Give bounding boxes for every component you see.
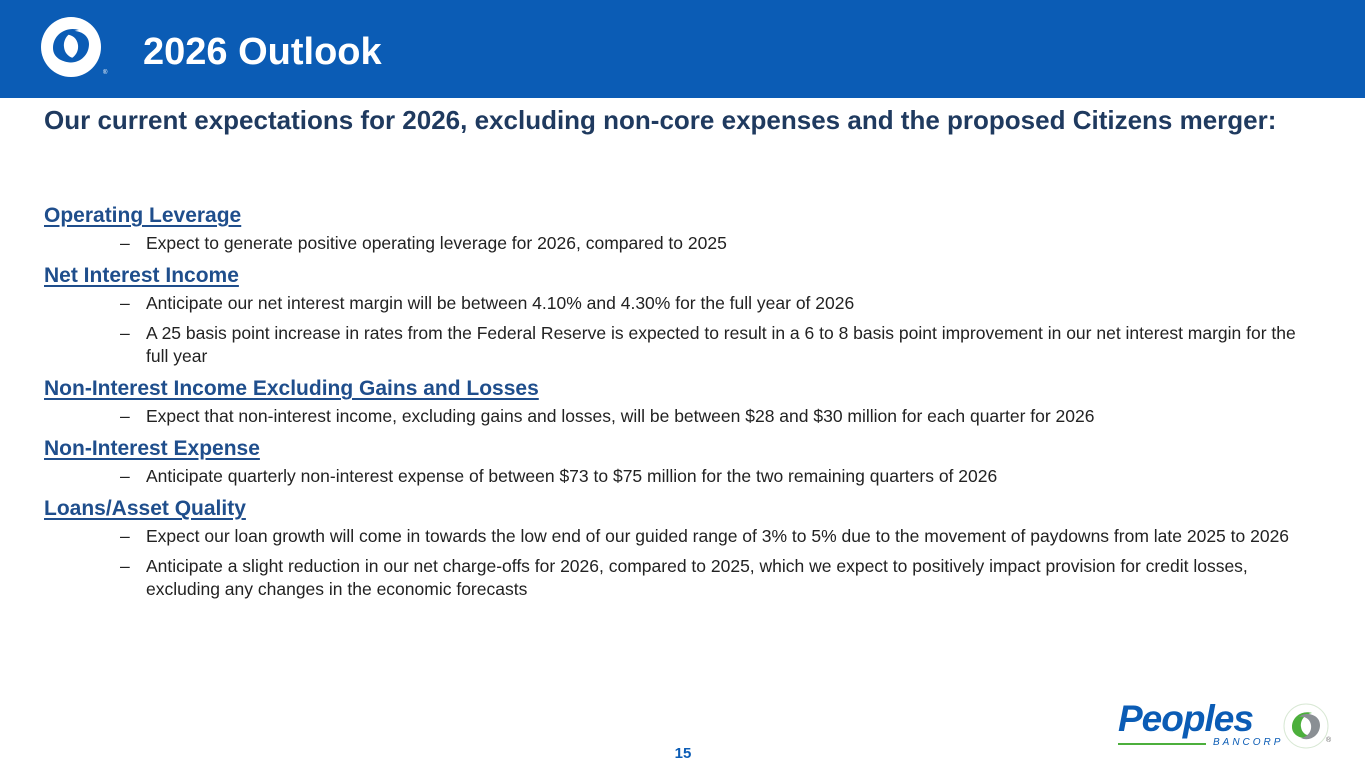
subtitle: Our current expectations for 2026, exclu… xyxy=(44,105,1277,135)
svg-text:®: ® xyxy=(103,69,108,76)
bullet-item: – Expect to generate positive operating l… xyxy=(44,232,1314,255)
bullet-text: Anticipate a slight reduction in our net… xyxy=(146,556,1248,599)
bullet-text: Expect that non-interest income, excludi… xyxy=(146,406,1095,426)
bullet-list: – Anticipate quarterly non-interest expen… xyxy=(44,465,1314,488)
section-heading: Net Interest Income xyxy=(44,264,239,287)
bullet-list: – Expect that non-interest income, exclud… xyxy=(44,405,1314,428)
brand-rule xyxy=(1118,743,1206,745)
section-heading: Non-Interest Expense xyxy=(44,437,260,460)
bullet-item: – Anticipate our net interest margin will… xyxy=(44,292,1314,315)
brand-sub: BANCORP xyxy=(1213,737,1284,748)
bullet-text: Expect to generate positive operating le… xyxy=(146,233,727,253)
registered-mark: ® xyxy=(1326,737,1332,744)
bullet-text: Anticipate quarterly non-interest expens… xyxy=(146,466,998,486)
peoples-swirl-logo-icon xyxy=(1283,703,1329,749)
peoples-bancorp-logo: Peoples BANCORP ® xyxy=(1116,699,1338,751)
dash-marker: – xyxy=(120,466,130,486)
dash-marker: – xyxy=(120,233,130,253)
bullet-text: Anticipate our net interest margin will … xyxy=(146,293,855,313)
dash-marker: – xyxy=(120,526,130,546)
bullet-item: – Expect our loan growth will come in tow… xyxy=(44,525,1314,548)
peoples-swirl-logo-icon: ® xyxy=(41,17,108,77)
page-number: 15 xyxy=(674,745,692,762)
bullet-text: A 25 basis point increase in rates from … xyxy=(146,323,1296,366)
bullet-item: – Anticipate a slight reduction in our ne… xyxy=(44,555,1314,601)
dash-marker: – xyxy=(120,556,130,576)
bullet-list: – Expect our loan growth will come in tow… xyxy=(44,525,1314,601)
bullet-list: – Anticipate our net interest margin will… xyxy=(44,292,1314,368)
brand-name: Peoples xyxy=(1118,698,1254,739)
section-heading: Operating Leverage xyxy=(44,204,242,227)
dash-marker: – xyxy=(120,323,130,343)
bullet-item: – Expect that non-interest income, exclud… xyxy=(44,405,1314,428)
bullet-item: – A 25 basis point increase in rates from… xyxy=(44,322,1314,368)
outlook-sections: Operating Leverage – Expect to generate po… xyxy=(44,202,1314,608)
bullet-item: – Anticipate quarterly non-interest expen… xyxy=(44,465,1314,488)
section-heading: Non-Interest Income Excluding Gains and … xyxy=(44,377,539,400)
bullet-list: – Expect to generate positive operating l… xyxy=(44,232,1314,255)
section-heading: Loans/Asset Quality xyxy=(44,497,246,520)
page-title: 2026 Outlook xyxy=(143,31,382,73)
dash-marker: – xyxy=(120,406,130,426)
bullet-text: Expect our loan growth will come in towa… xyxy=(146,526,1290,546)
dash-marker: – xyxy=(120,293,130,313)
title-bar: ® 2026 Outlook xyxy=(0,0,1365,98)
